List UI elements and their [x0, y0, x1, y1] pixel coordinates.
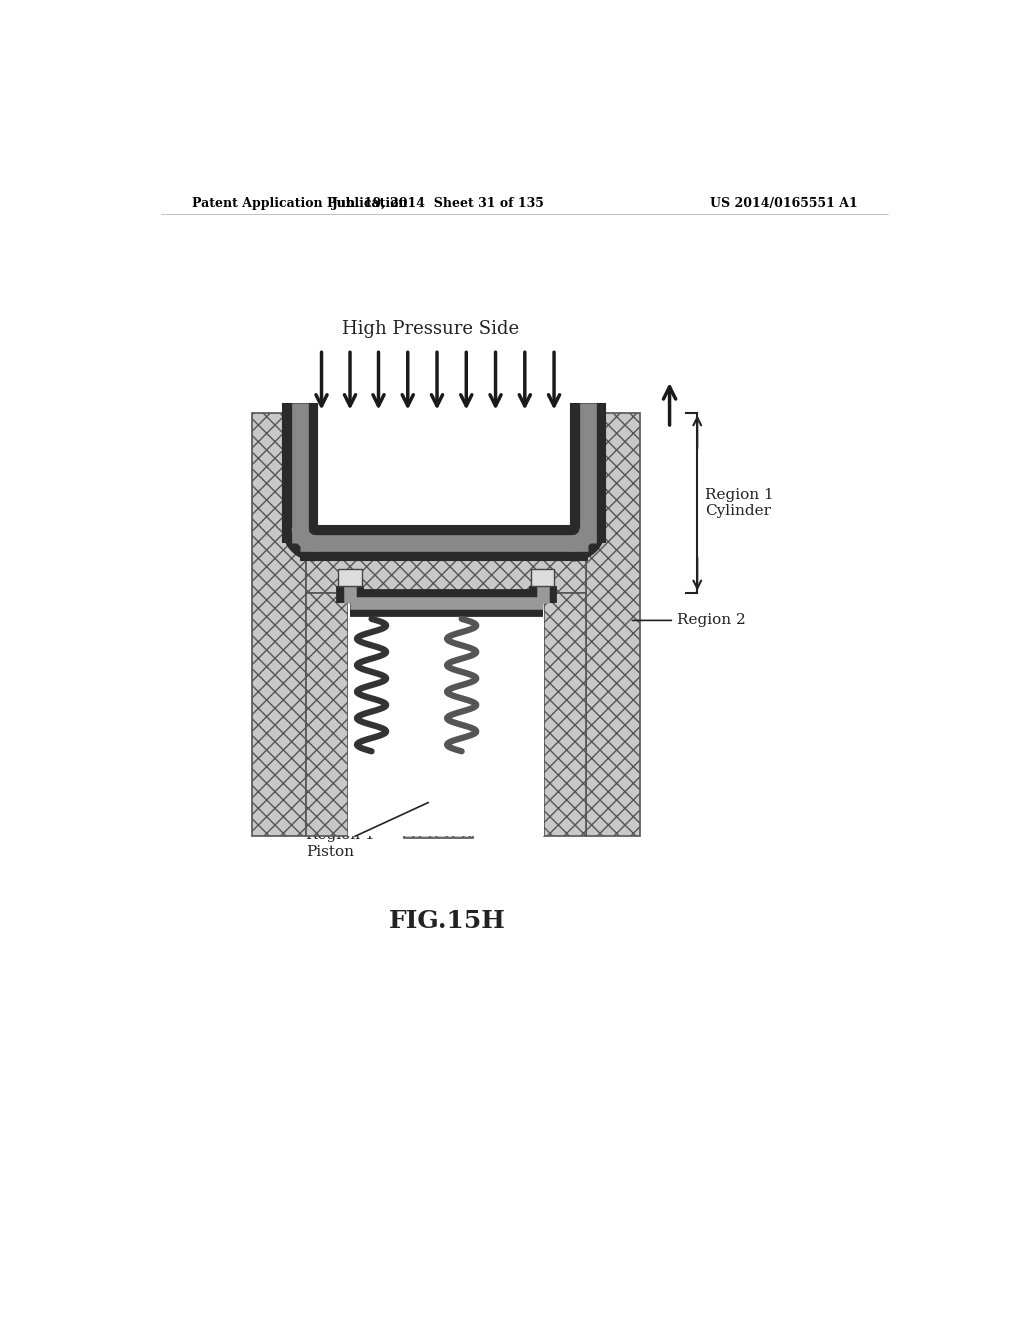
Bar [306, 536, 587, 594]
Text: US 2014/0165551 A1: US 2014/0165551 A1 [710, 197, 857, 210]
Text: Region 1
Piston: Region 1 Piston [306, 829, 375, 858]
Bar [339, 569, 361, 586]
Bar [544, 594, 587, 836]
Bar [403, 590, 473, 838]
Text: Region 1
Cylinder: Region 1 Cylinder [705, 488, 774, 517]
Text: Jun. 19, 2014  Sheet 31 of 135: Jun. 19, 2014 Sheet 31 of 135 [332, 197, 545, 210]
Bar [306, 412, 587, 536]
Bar [531, 569, 554, 586]
Bar [306, 594, 348, 836]
Bar [252, 413, 306, 836]
Bar [587, 413, 640, 836]
Text: High Pressure Side: High Pressure Side [342, 321, 519, 338]
Text: Patent Application Publication: Patent Application Publication [193, 197, 408, 210]
Text: FIG.15H: FIG.15H [389, 908, 506, 933]
Text: Region 2: Region 2 [677, 614, 746, 627]
Bar [348, 594, 544, 836]
